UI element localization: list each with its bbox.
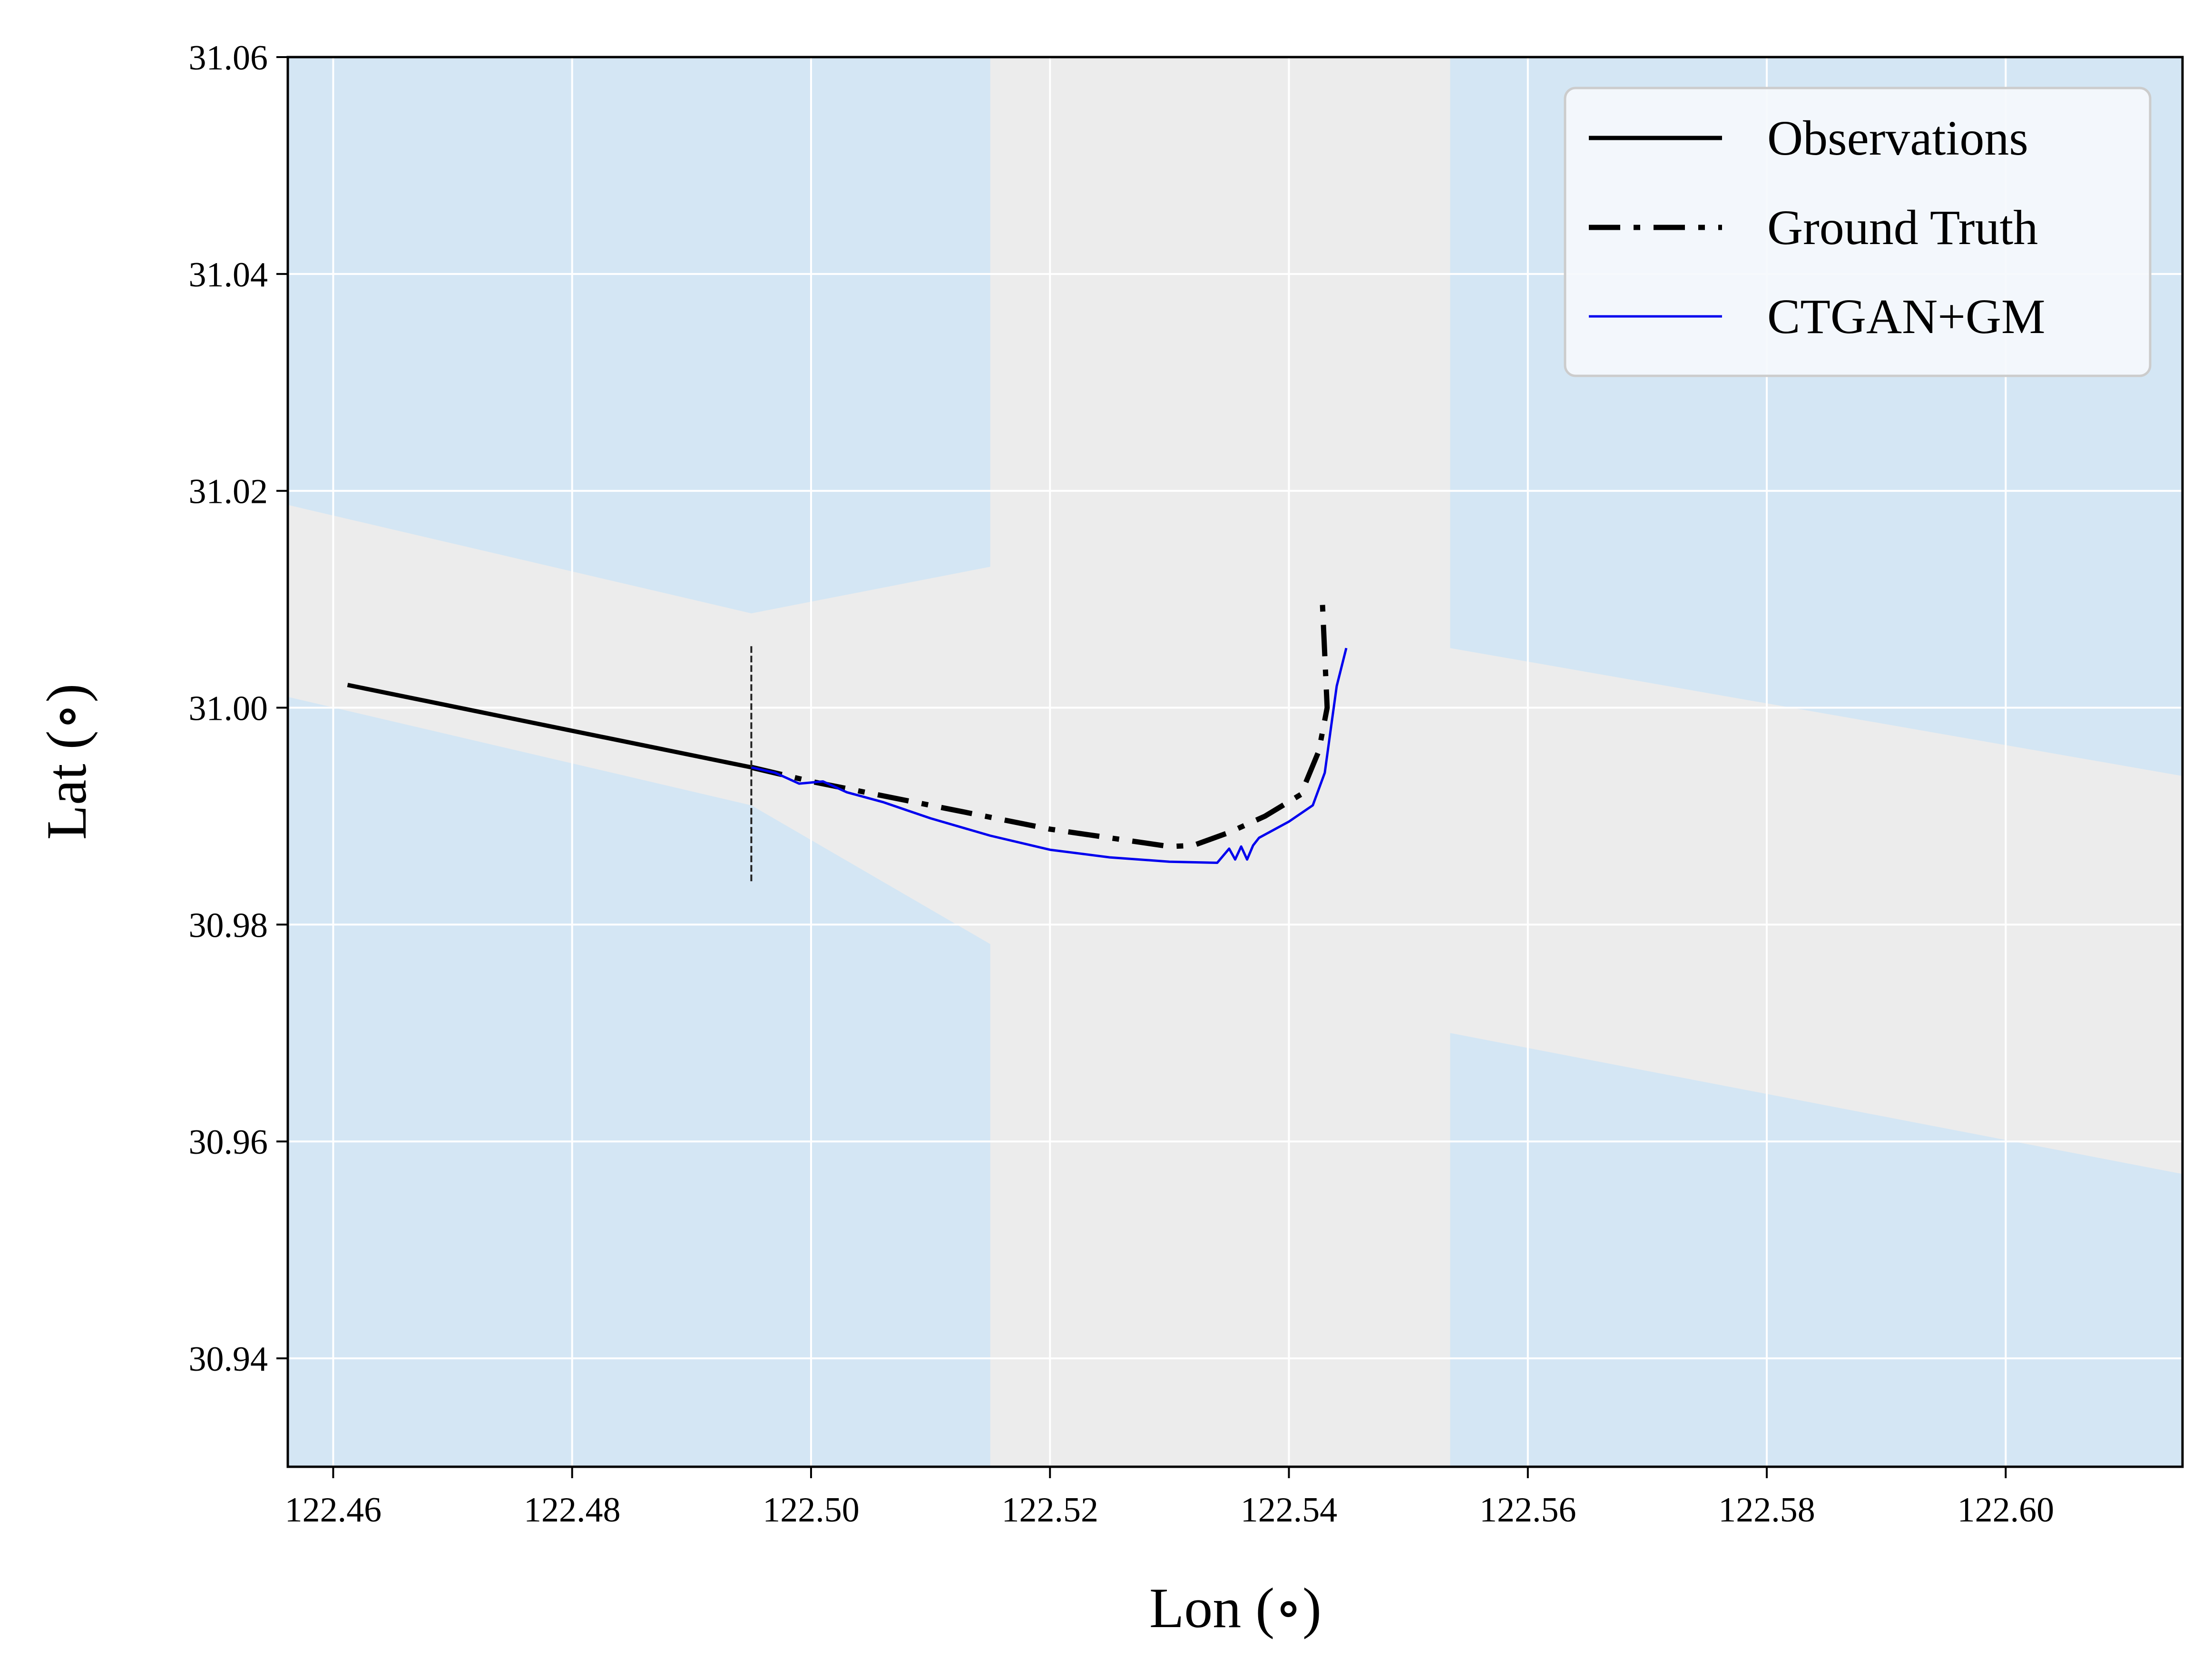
x-tick-label-3: 122.52 [1001, 1491, 1098, 1530]
y-axis-label: Lat (∘) [35, 684, 98, 840]
land-region-0 [288, 57, 2183, 1467]
legend-box [1564, 87, 2152, 377]
x-axis-label: Lon (∘) [1149, 1576, 1321, 1639]
series-layer [347, 601, 1348, 882]
y-tick-label-3: 31.00 [189, 689, 268, 728]
x-axis: 122.46 122.48 122.50 122.52 122.54 122.56 122.… [285, 1467, 2054, 1530]
legend-label-ctgan-gm: CTGAN+GM [1767, 289, 2045, 344]
series-ctgan-gm [751, 648, 1348, 864]
grid-layer [288, 57, 2183, 1467]
y-axis: 30.94 30.96 30.98 31.00 31.02 31.04 31.06 [189, 39, 288, 1379]
x-tick-label-6: 122.58 [1718, 1491, 1815, 1530]
legend-label-ground-truth: Ground Truth [1767, 200, 2038, 255]
series-observations [347, 683, 752, 770]
x-tick-label-2: 122.50 [763, 1491, 860, 1530]
x-tick-label-1: 122.48 [524, 1491, 621, 1530]
x-tick-label-7: 122.60 [1958, 1491, 2055, 1530]
x-tick-label-0: 122.46 [285, 1491, 382, 1530]
legend-label-observations: Observations [1767, 111, 2028, 166]
y-tick-label-0: 30.94 [189, 1340, 268, 1379]
series-ground-truth [751, 601, 1330, 849]
y-tick-label-1: 30.96 [189, 1123, 268, 1162]
x-tick-label-4: 122.54 [1241, 1491, 1338, 1530]
y-tick-label-4: 31.02 [189, 472, 268, 511]
y-tick-label-2: 30.98 [189, 906, 268, 945]
y-tick-label-6: 31.06 [189, 39, 268, 78]
legend: Observations Ground Truth CTGAN+GM [1564, 87, 2152, 377]
plot-frame [286, 56, 2184, 1468]
y-tick-label-5: 31.04 [189, 255, 268, 294]
x-tick-label-5: 122.56 [1479, 1491, 1576, 1530]
land-layer [288, 57, 2183, 1467]
